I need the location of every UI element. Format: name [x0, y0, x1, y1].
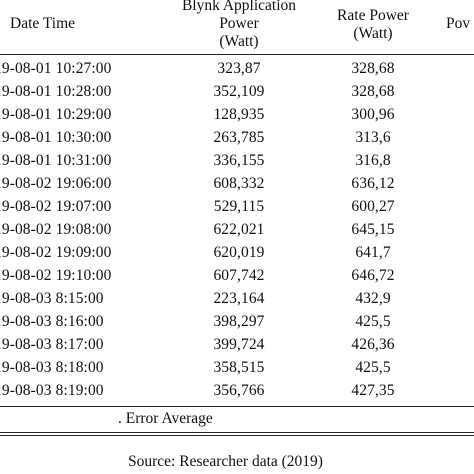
cell-blynk-power: 622,021	[213, 221, 265, 238]
footer-rule-double	[0, 435, 474, 436]
cell-date-time: 19-08-01 10:27:00	[0, 60, 112, 77]
header-date-time: Date Time	[10, 15, 76, 32]
cell-rate-power: 316,8	[355, 152, 391, 169]
cell-rate-power: 300,96	[351, 106, 395, 123]
cell-date-time: 19-08-02 19:06:00	[0, 175, 112, 192]
footer-rule	[0, 432, 474, 433]
cell-rate-power: 427,35	[351, 382, 395, 399]
cell-rate-power: 641,7	[355, 244, 391, 261]
cell-blynk-power: 323,87	[217, 60, 261, 77]
cell-rate-power: 600,27	[351, 198, 395, 215]
cell-blynk-power: 336,155	[213, 152, 265, 169]
cell-blynk-power: 223,164	[213, 290, 265, 307]
cell-rate-power: 328,68	[351, 83, 395, 100]
header-cut-column: Pov	[446, 15, 471, 32]
cell-blynk-power: 358,515	[213, 359, 265, 376]
cell-date-time: 19-08-03 8:19:00	[0, 382, 104, 399]
error-average-label: . Error Average	[118, 410, 213, 427]
cell-blynk-power: 356,766	[213, 382, 265, 399]
header-blynk-power-line3: (Watt)	[219, 33, 259, 50]
cell-date-time: 19-08-02 19:08:00	[0, 221, 112, 238]
cell-rate-power: 646,72	[351, 267, 395, 284]
cell-blynk-power: 399,724	[213, 336, 265, 353]
cell-date-time: 19-08-01 10:28:00	[0, 83, 112, 100]
cell-date-time: 19-08-03 8:18:00	[0, 359, 104, 376]
header-rule	[0, 54, 474, 55]
cell-rate-power: 425,5	[355, 359, 391, 376]
cell-blynk-power: 620,019	[213, 244, 265, 261]
cell-rate-power: 645,15	[351, 221, 395, 238]
cell-blynk-power: 398,297	[213, 313, 265, 330]
cell-blynk-power: 128,935	[213, 106, 265, 123]
cell-rate-power: 426,36	[351, 336, 395, 353]
cell-date-time: 19-08-03 8:16:00	[0, 313, 104, 330]
cell-blynk-power: 263,785	[213, 129, 265, 146]
cell-date-time: 19-08-03 8:15:00	[0, 290, 104, 307]
cell-blynk-power: 529,115	[213, 198, 265, 215]
cell-rate-power: 328,68	[351, 60, 395, 77]
cell-date-time: 19-08-03 8:17:00	[0, 336, 104, 353]
cell-date-time: 19-08-01 10:29:00	[0, 106, 112, 123]
cell-date-time: 19-08-02 19:07:00	[0, 198, 112, 215]
header-blynk-power-line2: Power	[219, 15, 259, 32]
cell-rate-power: 425,5	[355, 313, 391, 330]
cell-rate-power: 313,6	[355, 129, 391, 146]
cell-date-time: 19-08-01 10:31:00	[0, 152, 112, 169]
cell-date-time: 19-08-02 19:10:00	[0, 267, 112, 284]
cell-blynk-power: 608,332	[213, 175, 265, 192]
body-bottom-rule	[0, 406, 474, 407]
cell-blynk-power: 607,742	[213, 267, 265, 284]
cell-blynk-power: 352,109	[213, 83, 265, 100]
cell-rate-power: 432,9	[355, 290, 391, 307]
cell-date-time: 19-08-01 10:30:00	[0, 129, 112, 146]
source-note: Source: Researcher data (2019)	[128, 453, 323, 470]
header-rate-power-line2: (Watt)	[353, 25, 393, 42]
header-rate-power-line1: Rate Power	[337, 7, 409, 24]
cell-rate-power: 636,12	[351, 175, 395, 192]
cell-date-time: 19-08-02 19:09:00	[0, 244, 112, 261]
header-blynk-power-line1: Blynk Application	[181, 0, 297, 14]
